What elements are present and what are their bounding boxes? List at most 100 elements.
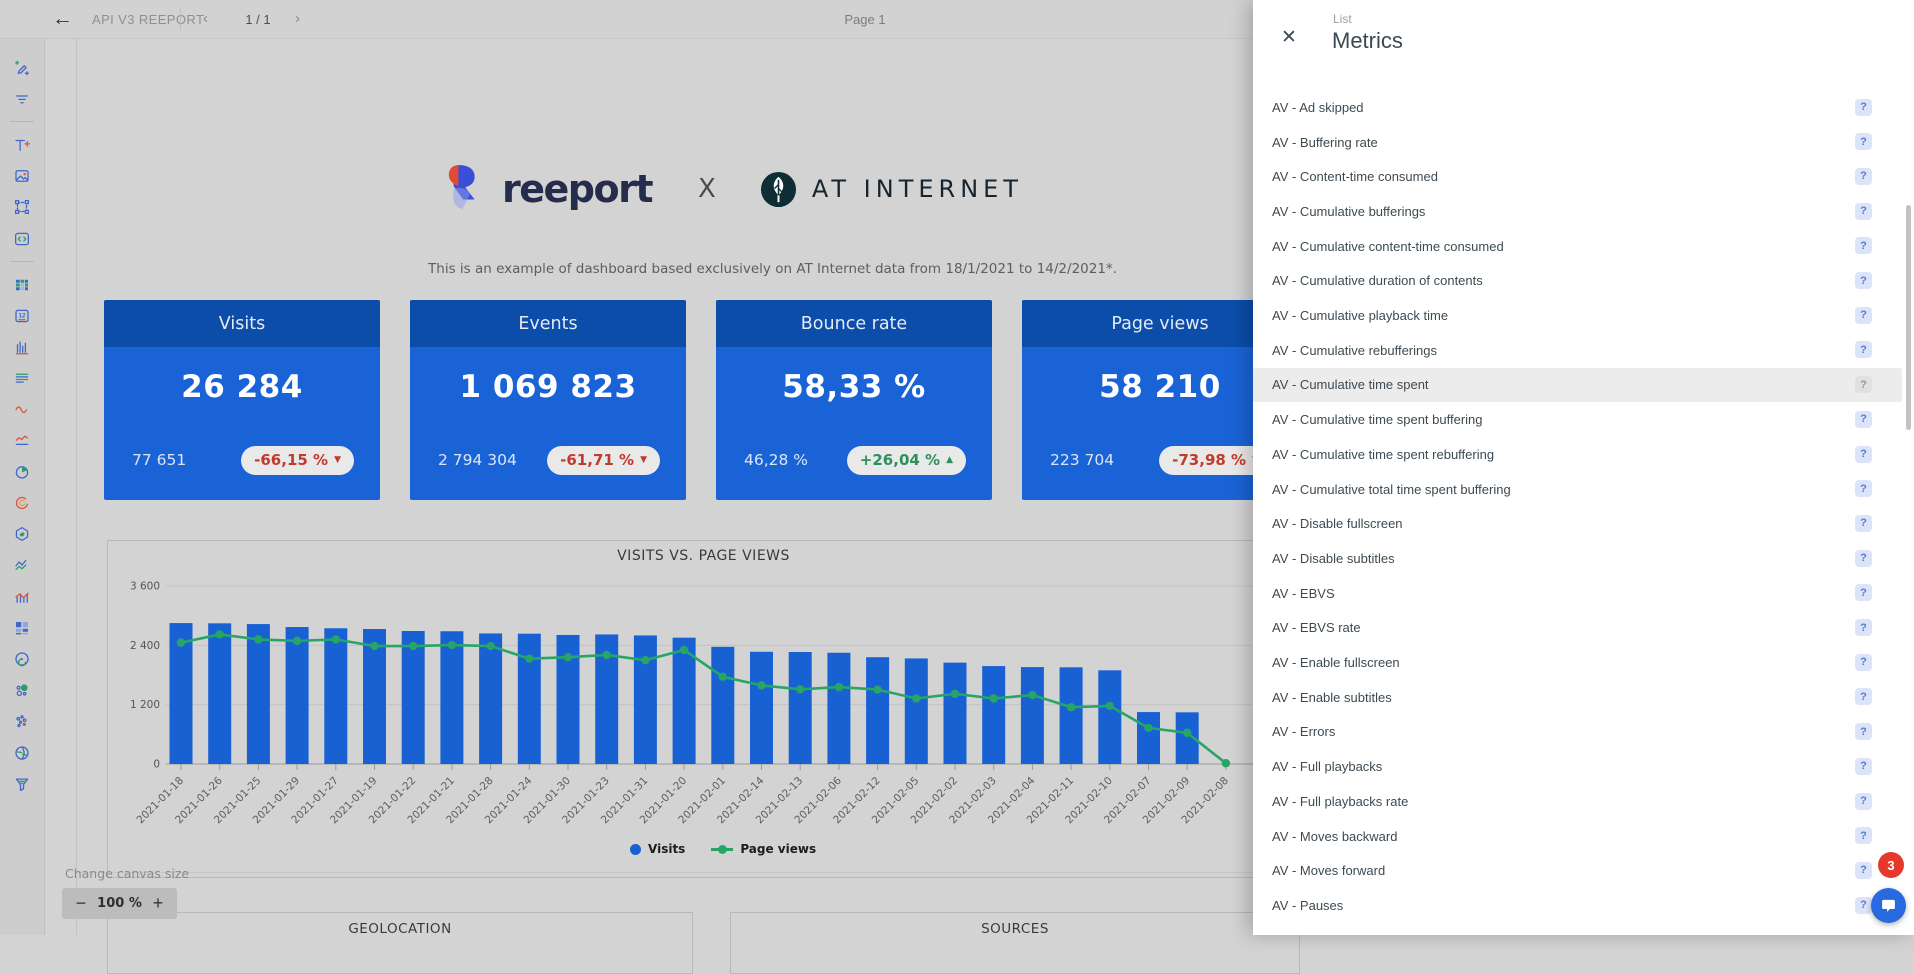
- help-icon[interactable]: ?: [1855, 550, 1872, 567]
- help-icon[interactable]: ?: [1855, 862, 1872, 879]
- metric-list-item[interactable]: AV - Cumulative total time spent bufferi…: [1253, 472, 1902, 507]
- help-icon[interactable]: ?: [1855, 584, 1872, 601]
- globe-icon[interactable]: [13, 744, 31, 762]
- help-icon[interactable]: ?: [1855, 341, 1872, 358]
- metric-list-item[interactable]: AV - Cumulative duration of contents?: [1253, 264, 1902, 299]
- metric-list-item[interactable]: AV - Disable subtitles?: [1253, 541, 1902, 576]
- metric-list-item[interactable]: AV - Cumulative time spent?: [1253, 368, 1902, 403]
- help-icon[interactable]: ?: [1855, 446, 1872, 463]
- help-icon[interactable]: ?: [1855, 411, 1872, 428]
- kpi-card-visits[interactable]: Visits26 28477 651-66,15 %▼: [104, 300, 380, 500]
- help-icon[interactable]: ?: [1855, 480, 1872, 497]
- metric-list-item[interactable]: AV - Pauses?: [1253, 888, 1902, 923]
- notification-badge: 3: [1878, 852, 1904, 878]
- metric-label: AV - Full playbacks rate: [1272, 794, 1408, 809]
- zigzag-lines-icon[interactable]: [13, 556, 31, 574]
- chart-title: VISITS VS. PAGE VIEWS: [108, 548, 1299, 564]
- metric-label: AV - Cumulative time spent: [1272, 377, 1429, 392]
- metric-list-item[interactable]: AV - Full playbacks rate?: [1253, 784, 1902, 819]
- metric-list-item[interactable]: AV - Buffering rate?: [1253, 125, 1902, 160]
- embed-code-icon[interactable]: [13, 230, 31, 248]
- zoom-out-button[interactable]: −: [72, 893, 90, 914]
- kpi-previous-value: 223 704: [1050, 451, 1114, 469]
- back-arrow-icon[interactable]: ←: [52, 7, 73, 31]
- metric-list-item[interactable]: AV - Cumulative rebufferings?: [1253, 333, 1902, 368]
- metric-list-item[interactable]: AV - EBVS?: [1253, 576, 1902, 611]
- data-table-icon[interactable]: [13, 276, 31, 294]
- sources-widget: SOURCES: [730, 912, 1300, 974]
- help-icon[interactable]: ?: [1855, 99, 1872, 116]
- metric-list-item[interactable]: AV - Full playbacks?: [1253, 749, 1902, 784]
- help-icon[interactable]: ?: [1855, 827, 1872, 844]
- zoom-in-button[interactable]: +: [149, 893, 167, 914]
- prev-page-icon[interactable]: ‹: [203, 10, 208, 27]
- legend-item-visits[interactable]: Visits: [630, 842, 685, 856]
- help-icon[interactable]: ?: [1855, 237, 1872, 254]
- chat-launcher-button[interactable]: [1871, 888, 1906, 923]
- metric-list-item[interactable]: AV - Cumulative playback time?: [1253, 298, 1902, 333]
- metric-label: AV - Cumulative rebufferings: [1272, 343, 1437, 358]
- help-icon[interactable]: ?: [1855, 168, 1872, 185]
- metric-list-item[interactable]: AV - EBVS rate?: [1253, 611, 1902, 646]
- metric-list-item[interactable]: AV - Enable fullscreen?: [1253, 645, 1902, 680]
- metric-label: AV - Buffering rate: [1272, 135, 1378, 150]
- aligned-lines-icon[interactable]: [13, 369, 31, 387]
- kpi-card-events[interactable]: Events1 069 8232 794 304-61,71 %▼: [410, 300, 686, 500]
- hexagon-shape-icon[interactable]: [13, 525, 31, 543]
- wave-curve-icon[interactable]: [13, 400, 31, 418]
- add-text-icon[interactable]: [13, 136, 31, 154]
- help-icon[interactable]: ?: [1855, 897, 1872, 914]
- help-icon[interactable]: ?: [1855, 654, 1872, 671]
- metric-list-item[interactable]: AV - Cumulative bufferings?: [1253, 194, 1902, 229]
- bar-chart-icon[interactable]: [13, 338, 31, 356]
- help-icon[interactable]: ?: [1855, 758, 1872, 775]
- visits-pageviews-chart: VISITS VS. PAGE VIEWS 01 2002 4003 60020…: [107, 540, 1300, 878]
- help-icon[interactable]: ?: [1855, 723, 1872, 740]
- metric-list-item[interactable]: AV - Content-time consumed?: [1253, 159, 1902, 194]
- selection-frame-icon[interactable]: [13, 198, 31, 216]
- help-icon[interactable]: ?: [1855, 272, 1872, 289]
- at-internet-logo-icon: [760, 171, 797, 208]
- metric-list-item[interactable]: AV - Cumulative content-time consumed?: [1253, 229, 1902, 264]
- help-icon[interactable]: ?: [1855, 688, 1872, 705]
- radar-rings-icon[interactable]: [13, 650, 31, 668]
- metric-list-item[interactable]: AV - Moves backward?: [1253, 819, 1902, 854]
- mixed-chart-icon[interactable]: [13, 588, 31, 606]
- calendar-number-icon[interactable]: 12: [13, 307, 31, 325]
- next-page-icon[interactable]: ›: [295, 10, 300, 27]
- metric-list-item[interactable]: AV - Cumulative time spent rebuffering?: [1253, 437, 1902, 472]
- bubble-chart-icon[interactable]: [13, 681, 31, 699]
- change-canvas-size-label: Change canvas size: [65, 866, 189, 881]
- help-icon[interactable]: ?: [1855, 793, 1872, 810]
- legend-item-page-views[interactable]: Page views: [711, 842, 816, 856]
- help-icon[interactable]: ?: [1855, 515, 1872, 532]
- metric-list-item[interactable]: AV - Errors?: [1253, 715, 1902, 750]
- help-icon[interactable]: ?: [1855, 376, 1872, 393]
- metric-list-item[interactable]: AV - Ad skipped?: [1253, 90, 1902, 125]
- filter-lines-icon[interactable]: [13, 90, 31, 108]
- grid-squares-icon[interactable]: [13, 619, 31, 637]
- svg-text:1 200: 1 200: [130, 699, 160, 711]
- metric-label: AV - Disable subtitles: [1272, 551, 1395, 566]
- metric-label: AV - EBVS: [1272, 586, 1335, 601]
- metric-list-item[interactable]: AV - Enable subtitles?: [1253, 680, 1902, 715]
- help-icon[interactable]: ?: [1855, 307, 1872, 324]
- kpi-delta-badge: -61,71 %▼: [547, 446, 660, 475]
- pie-chart-icon[interactable]: [13, 463, 31, 481]
- metric-label: AV - Errors: [1272, 724, 1335, 739]
- kpi-card-bounce-rate[interactable]: Bounce rate58,33 %46,28 %+26,04 %▲: [716, 300, 992, 500]
- panel-scrollbar[interactable]: [1906, 205, 1911, 430]
- help-icon[interactable]: ?: [1855, 133, 1872, 150]
- metric-list-item[interactable]: AV - Cumulative time spent buffering?: [1253, 402, 1902, 437]
- insert-image-icon[interactable]: [13, 167, 31, 185]
- scatter-plot-icon[interactable]: [13, 712, 31, 730]
- help-icon[interactable]: ?: [1855, 203, 1872, 220]
- metric-list-item[interactable]: AV - Disable fullscreen?: [1253, 506, 1902, 541]
- help-icon[interactable]: ?: [1855, 619, 1872, 636]
- wave-underline-icon[interactable]: [13, 432, 31, 450]
- magic-pen-add-icon[interactable]: [13, 59, 31, 77]
- metric-label: AV - Content-time consumed: [1272, 169, 1438, 184]
- funnel-icon[interactable]: [13, 775, 31, 793]
- donut-arc-icon[interactable]: [13, 494, 31, 512]
- metric-list-item[interactable]: AV - Moves forward?: [1253, 853, 1902, 888]
